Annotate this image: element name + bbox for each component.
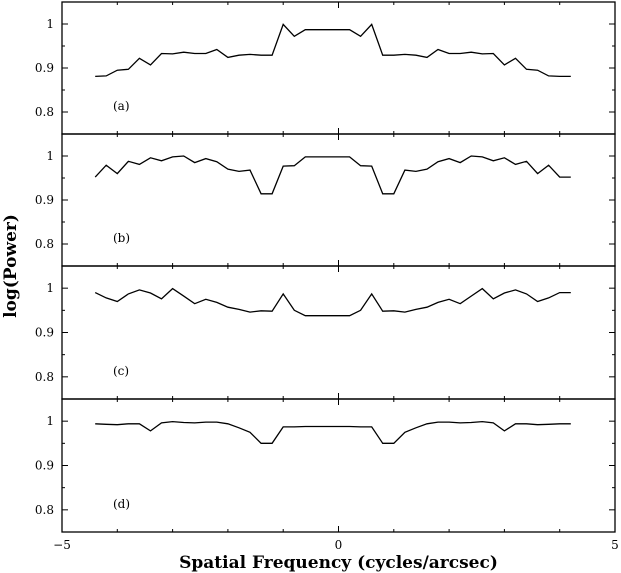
series-line — [95, 23, 571, 78]
panel-label: (d) — [113, 497, 130, 511]
panel-frame — [61, 265, 616, 400]
panel-frame — [61, 1, 616, 135]
panel-4: 0.8 0.9 1 (d) — [35, 398, 616, 533]
panel-label: (c) — [113, 364, 129, 378]
panel-label: (a) — [113, 99, 130, 113]
y-tick-label: 0.8 — [35, 105, 54, 119]
panel-2: 0.8 0.9 1 (b) — [35, 133, 616, 267]
y-tick-label: 0.9 — [35, 459, 54, 473]
panel-label: (b) — [113, 231, 130, 245]
panel-1: 0.8 0.9 1 (a) — [35, 1, 616, 135]
y-tick-label: 0.8 — [35, 503, 54, 517]
y-tick-label: 0.8 — [35, 237, 54, 251]
y-axis-title: log(Power) — [1, 214, 21, 318]
series-line — [94, 287, 571, 317]
x-tick-label: −5 — [53, 538, 71, 552]
y-tick-label: 1 — [46, 414, 54, 428]
y-tick-label: 0.9 — [35, 193, 54, 207]
x-axis: −5 0 5 — [53, 538, 619, 552]
x-axis-title: Spatial Frequency (cycles/arcsec) — [179, 553, 498, 573]
panel-frame — [61, 398, 616, 533]
series-line — [95, 420, 571, 444]
y-tick-label: 1 — [46, 149, 54, 163]
y-tick-label: 0.9 — [35, 61, 54, 75]
y-tick-label: 0.9 — [35, 326, 54, 340]
y-tick-label: 0.8 — [35, 370, 54, 384]
x-tick-label: 0 — [335, 538, 343, 552]
panel-3: 0.8 0.9 1 (c) — [35, 265, 616, 400]
x-tick-label: 5 — [611, 538, 619, 552]
series-line — [94, 155, 571, 195]
panel-frame — [61, 133, 616, 267]
y-tick-label: 1 — [46, 17, 54, 31]
y-tick-label: 1 — [46, 281, 54, 295]
panels-group: 0.8 0.9 1 (a) 0.8 0.9 1 (b) 0.8 0.9 1 (c) 0.8 0.9 1 (d) — [35, 1, 616, 533]
